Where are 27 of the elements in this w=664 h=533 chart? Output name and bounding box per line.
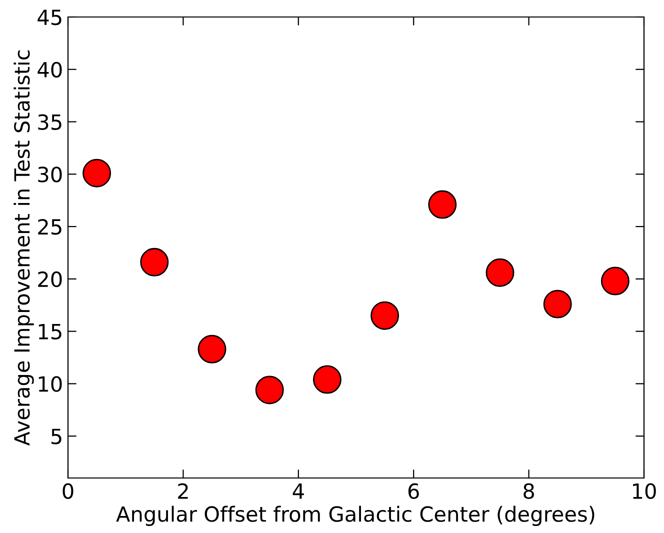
point (198, 334, 226, 364)
point (82, 158, 112, 188)
y-tick-label: 15 (38, 324, 62, 340)
x-tick-label: 6 (408, 483, 419, 499)
y-tick-label: 30 (38, 166, 62, 182)
x-tick-label: 8 (524, 483, 534, 499)
point (255, 376, 284, 404)
point (428, 190, 457, 219)
y-tick-label: 5 (51, 428, 62, 444)
point (370, 301, 400, 330)
point (312, 365, 342, 394)
point (140, 248, 169, 276)
y-tick-label: 40 (38, 62, 62, 78)
point (486, 258, 514, 287)
x-tick-label: 10 (633, 483, 656, 499)
point (600, 266, 630, 296)
y-axis-title: Average Improvement in Test Statistic (14, 50, 34, 446)
y-tick-label: 35 (38, 114, 62, 130)
x-axis-title: Angular Offset from Galactic Center (degrees) (116, 506, 594, 526)
x-tick-label: 2 (178, 483, 188, 499)
point (543, 290, 572, 318)
x-tick-label: 0 (62, 483, 74, 499)
y-tick-label: 20 (38, 271, 62, 288)
x-tick-label: 4 (292, 484, 304, 499)
y-tick-label: 25 (38, 219, 62, 235)
y-tick-label: 10 (38, 376, 62, 392)
y-tick-label: 45 (38, 10, 62, 26)
